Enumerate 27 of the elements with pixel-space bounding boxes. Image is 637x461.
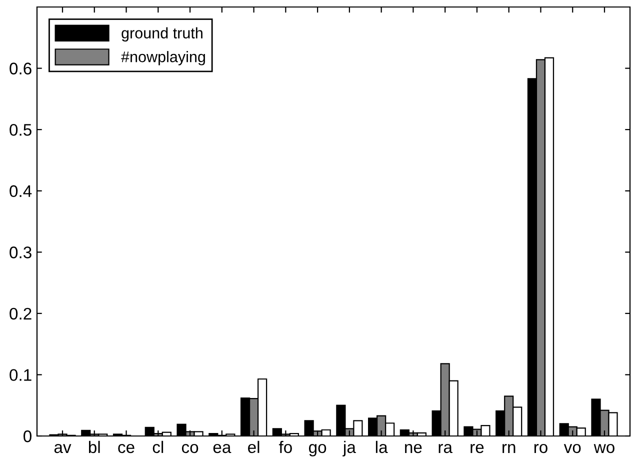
y-tick-label: 0.1 (10, 369, 32, 381)
x-tick-label: cl (152, 440, 164, 454)
x-tick-label: ce (118, 444, 134, 454)
x-tick-label: ea (213, 444, 232, 454)
y-tick-label: 0.5 (10, 124, 32, 136)
x-tick-label: ro (534, 444, 548, 454)
x-tick-label: re (470, 444, 484, 454)
legend-label: #nowplaying (121, 51, 205, 66)
x-tick-label: rn (502, 444, 516, 453)
x-tick-label: fo (278, 440, 292, 454)
x-tick-label: ne (405, 444, 422, 454)
x-tick-label: el (248, 440, 260, 454)
x-tick-label: go (308, 444, 326, 456)
x-tick-label: ja (342, 440, 356, 456)
x-tick-label: la (376, 440, 388, 454)
legend-label: ground truth (122, 27, 202, 42)
y-tick-label: 0.6 (10, 62, 32, 74)
x-tick-label: bl (88, 440, 100, 454)
y-tick-label: 0.3 (10, 246, 32, 258)
y-tick-label: 0.4 (10, 185, 32, 198)
y-tick-label: 0.2 (10, 308, 32, 320)
x-tick-label: ra (438, 444, 452, 454)
x-tick-label: vo (564, 444, 581, 454)
x-tick-label: co (182, 444, 198, 454)
y-tick-label: 0 (24, 430, 32, 442)
x-tick-label: wo (594, 444, 614, 454)
x-tick-label: av (54, 444, 72, 454)
